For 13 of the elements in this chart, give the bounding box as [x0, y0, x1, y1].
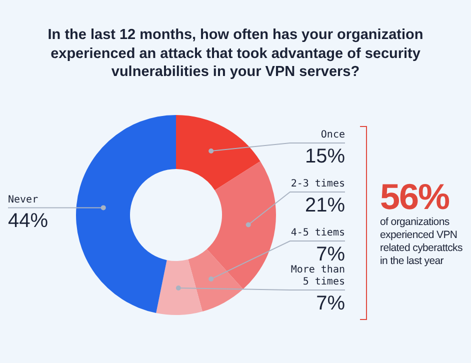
slice-label: Once — [320, 130, 345, 141]
text: 56% — [380, 176, 450, 217]
slice-label: 4-5 tiems — [290, 228, 345, 239]
data-label: 7% — [316, 244, 346, 266]
data-label: 7% — [316, 292, 346, 315]
data-label: 21% — [304, 194, 346, 217]
slice-label: More than 5 times — [290, 264, 345, 288]
chart-title: In the last 12 months, how often has your organization experienced an attack that took advantage of security vulnerabilities in your VPN servers? — [46, 26, 424, 82]
slice-label: Never — [8, 194, 38, 206]
data-label: 15% — [304, 146, 346, 168]
data-label: 44% — [8, 210, 48, 232]
text: of organizations experienced VPN related cyberattcks in the last year — [380, 216, 464, 268]
slice-label: 2-3 times — [290, 178, 345, 190]
